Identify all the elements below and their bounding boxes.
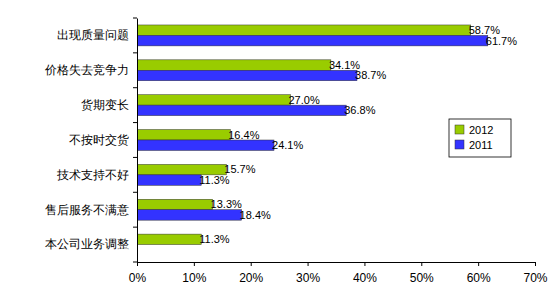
legend-swatch (455, 125, 464, 134)
axis-line (138, 263, 536, 267)
tick: 0% (129, 262, 147, 285)
tick-label: 40% (353, 271, 377, 285)
tick: 货期变长 (81, 98, 137, 112)
legend-label: 2012 (469, 124, 493, 136)
bar (137, 210, 242, 220)
legend: 2012 2011 (449, 119, 511, 157)
legend-label: 2011 (469, 139, 493, 151)
tick: 20% (239, 262, 263, 285)
tick-label: 10% (182, 271, 206, 285)
bars (137, 25, 488, 245)
tick-label: 50% (410, 271, 434, 285)
category-separator (133, 122, 137, 123)
bar (137, 234, 201, 244)
data-label: 16.4% (228, 129, 259, 141)
category-label: 不按时交货 (69, 133, 129, 147)
bar (137, 130, 230, 140)
data-label: 24.1% (272, 139, 303, 151)
category-label: 货期变长 (81, 98, 129, 112)
chart: 58.7%34.1%27.0%16.4%15.7%13.3%11.3%61.7%… (0, 0, 555, 296)
bar (137, 140, 274, 150)
tick-mark (137, 262, 138, 266)
data-label: 36.8% (344, 104, 375, 116)
category-separator (133, 227, 137, 228)
category-label: 本公司业务调整 (45, 237, 129, 251)
data-label: 13.3% (211, 198, 242, 210)
tick-label: 20% (239, 271, 263, 285)
axis-line (137, 19, 138, 263)
tick: 60% (467, 262, 491, 285)
category-label: 售后服务不满意 (45, 203, 129, 217)
tick-mark (251, 262, 252, 266)
tick: 30% (296, 262, 320, 285)
bar (137, 25, 471, 35)
tick-label: 60% (467, 271, 491, 285)
tick: 不按时交货 (69, 133, 137, 147)
category-label: 价格失去竞争力 (44, 63, 129, 77)
data-label: 38.7% (355, 69, 386, 81)
tick-mark (421, 262, 422, 266)
data-label: 11.3% (199, 174, 230, 186)
category-separator (133, 262, 137, 263)
y-axis: 出现质量问题价格失去竞争力货期变长不按时交货技术支持不好售后服务不满意本公司业务… (44, 18, 138, 263)
tick-mark (478, 262, 479, 266)
data-label: 61.7% (486, 35, 517, 47)
tick: 价格失去竞争力 (44, 63, 137, 77)
bar (137, 199, 213, 209)
tick-mark (194, 262, 195, 266)
data-label: 27.0% (289, 94, 320, 106)
legend-box (449, 119, 511, 157)
data-label: 11.3% (199, 233, 230, 245)
bar (137, 105, 346, 115)
category-separator (133, 192, 137, 193)
tick: 技术支持不好 (56, 168, 137, 182)
bar (137, 70, 357, 80)
category-label: 技术支持不好 (56, 168, 129, 182)
data-labels: 58.7%34.1%27.0%16.4%15.7%13.3%11.3%61.7%… (199, 24, 517, 245)
category-separator (133, 87, 137, 88)
tick-label: 30% (296, 271, 320, 285)
bar (137, 95, 291, 105)
tick: 本公司业务调整 (45, 237, 137, 251)
category-separator (133, 18, 137, 19)
legend-item: 2012 (455, 124, 493, 136)
plot: 58.7%34.1%27.0%16.4%15.7%13.3%11.3%61.7%… (44, 18, 548, 285)
bar (137, 60, 331, 70)
legend-swatch (455, 140, 464, 149)
tick: 50% (410, 262, 434, 285)
tick: 售后服务不满意 (45, 203, 137, 217)
tick: 70% (523, 262, 547, 285)
tick-label: 0% (129, 271, 147, 285)
tick-label: 70% (523, 271, 547, 285)
tick-mark (364, 262, 365, 266)
tick-mark (308, 262, 309, 266)
tick-mark (535, 262, 536, 266)
x-axis: 0% 10% 20% 30% 40% 50% 60% 70% (129, 262, 548, 285)
category-separator (133, 52, 137, 53)
bar (137, 35, 488, 45)
tick: 10% (182, 262, 206, 285)
data-label: 18.4% (240, 209, 271, 221)
category-label: 出现质量问题 (57, 28, 129, 42)
tick: 出现质量问题 (57, 28, 137, 42)
tick: 40% (353, 262, 377, 285)
legend-item: 2011 (455, 139, 493, 151)
bar (137, 175, 201, 185)
category-separator (133, 157, 137, 158)
